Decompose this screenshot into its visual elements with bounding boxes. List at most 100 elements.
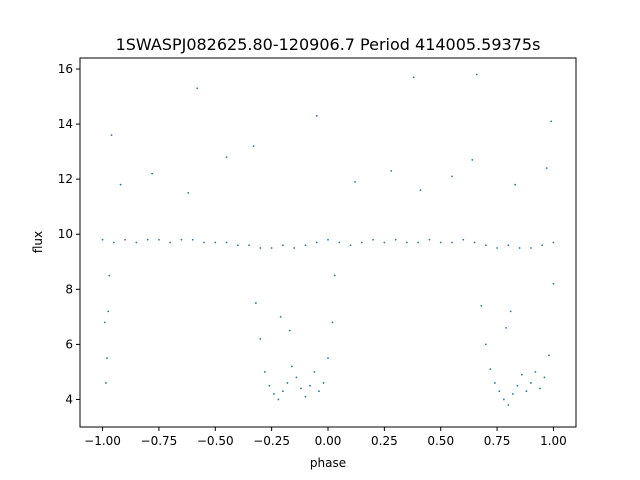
data-point bbox=[372, 238, 374, 241]
data-point bbox=[354, 181, 356, 183]
data-point bbox=[263, 371, 266, 373]
data-point bbox=[309, 384, 311, 387]
data-point bbox=[300, 387, 302, 390]
data-point bbox=[552, 282, 555, 285]
data-point bbox=[419, 189, 422, 192]
x-tick-label: 0.25 bbox=[371, 434, 398, 448]
data-point bbox=[272, 393, 275, 395]
data-point bbox=[277, 398, 280, 401]
data-point bbox=[327, 357, 329, 360]
data-point bbox=[383, 241, 386, 244]
data-point bbox=[390, 170, 393, 172]
data-point bbox=[112, 241, 115, 244]
x-tick-label: −0.25 bbox=[253, 434, 290, 448]
data-point bbox=[151, 172, 154, 175]
data-point bbox=[268, 384, 271, 387]
data-point bbox=[509, 310, 512, 313]
data-point bbox=[279, 315, 282, 318]
data-point bbox=[252, 145, 255, 148]
data-point bbox=[394, 238, 397, 241]
data-point bbox=[191, 238, 194, 241]
data-point bbox=[331, 321, 334, 324]
data-point bbox=[124, 238, 126, 241]
data-point bbox=[484, 244, 487, 247]
data-point bbox=[225, 241, 228, 244]
data-point bbox=[507, 244, 510, 247]
data-point bbox=[493, 382, 496, 384]
data-point bbox=[203, 241, 205, 244]
data-point bbox=[327, 238, 329, 241]
y-tick-label: 14 bbox=[58, 117, 73, 131]
data-point bbox=[338, 241, 341, 244]
data-point bbox=[105, 382, 107, 384]
x-tick-label: −0.75 bbox=[141, 434, 178, 448]
data-point bbox=[534, 371, 537, 373]
data-point bbox=[412, 76, 415, 79]
y-tick-label: 6 bbox=[65, 337, 73, 351]
data-point bbox=[496, 247, 498, 249]
data-point bbox=[108, 274, 111, 277]
x-tick-label: −0.50 bbox=[197, 434, 234, 448]
data-point bbox=[295, 376, 298, 379]
y-tick-label: 16 bbox=[58, 62, 73, 76]
data-point bbox=[498, 390, 501, 393]
x-tick-label: 0.00 bbox=[315, 434, 342, 448]
data-point bbox=[462, 238, 465, 241]
data-point bbox=[349, 244, 352, 247]
plot-frame bbox=[79, 57, 577, 428]
data-point bbox=[106, 357, 108, 360]
data-point bbox=[315, 114, 318, 117]
data-point bbox=[439, 241, 442, 244]
data-point bbox=[146, 238, 149, 241]
data-point bbox=[471, 158, 474, 161]
data-point bbox=[282, 244, 284, 247]
data-point bbox=[502, 398, 505, 401]
data-point bbox=[545, 167, 548, 170]
x-axis-label: phase bbox=[310, 456, 346, 470]
x-tick-label: 0.50 bbox=[427, 434, 454, 448]
data-point bbox=[505, 326, 508, 329]
data-point bbox=[282, 390, 284, 393]
data-point bbox=[304, 244, 307, 247]
data-point bbox=[520, 373, 523, 376]
data-point bbox=[451, 241, 453, 244]
data-point bbox=[270, 247, 273, 249]
data-point bbox=[304, 395, 307, 398]
x-tick-label: 0.75 bbox=[484, 434, 511, 448]
data-point bbox=[196, 87, 199, 90]
data-point bbox=[428, 238, 431, 241]
data-point bbox=[541, 244, 544, 247]
data-point bbox=[313, 371, 316, 373]
y-tick-label: 8 bbox=[65, 282, 73, 296]
data-point bbox=[259, 247, 262, 249]
y-axis-label: flux bbox=[31, 231, 45, 253]
y-tick-label: 12 bbox=[58, 172, 73, 186]
data-point bbox=[291, 365, 293, 368]
data-point bbox=[288, 329, 291, 332]
data-point bbox=[543, 376, 546, 379]
data-point bbox=[548, 354, 550, 357]
data-point bbox=[214, 241, 217, 244]
data-point bbox=[360, 241, 363, 244]
data-point bbox=[480, 304, 483, 307]
data-point bbox=[451, 175, 453, 178]
data-point bbox=[225, 156, 228, 159]
data-point bbox=[248, 244, 250, 247]
data-point bbox=[333, 274, 336, 277]
data-point bbox=[187, 192, 190, 194]
data-point bbox=[135, 241, 138, 244]
data-point bbox=[417, 241, 420, 244]
data-point bbox=[475, 73, 478, 76]
data-point bbox=[550, 120, 553, 123]
data-point bbox=[514, 183, 517, 186]
chart-title: 1SWASPJ082625.80-120906.7 Period 414005.… bbox=[116, 35, 541, 54]
data-point bbox=[539, 387, 541, 390]
data-point bbox=[473, 241, 476, 244]
data-point bbox=[484, 343, 487, 346]
y-tick-label: 10 bbox=[58, 227, 73, 241]
data-point bbox=[236, 244, 239, 247]
data-point bbox=[259, 337, 262, 340]
data-points bbox=[101, 73, 555, 406]
